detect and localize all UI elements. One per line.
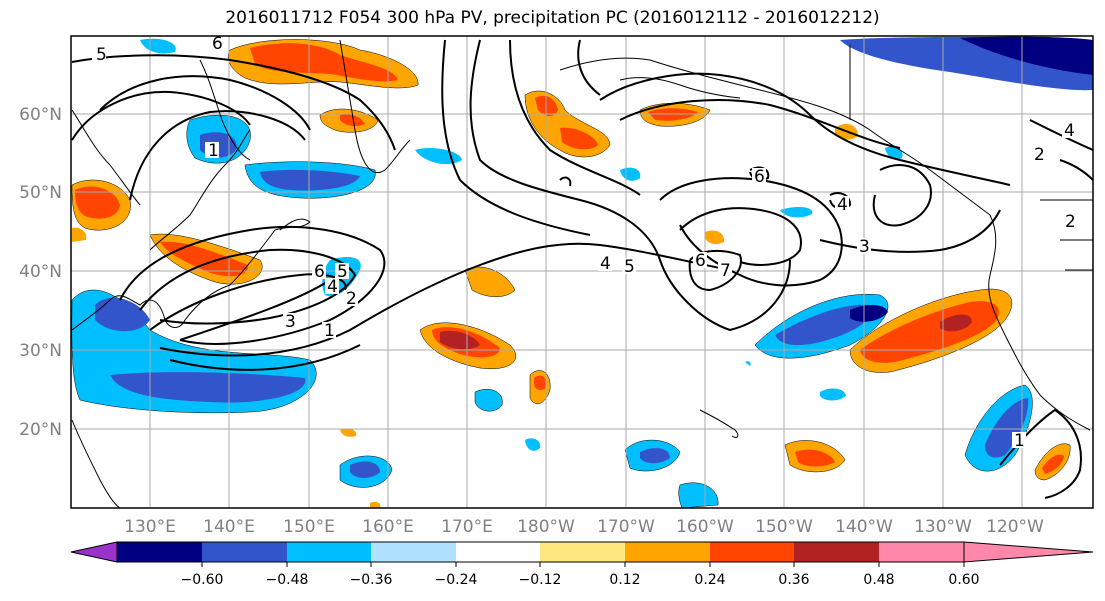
lat-label: 40°N xyxy=(19,262,62,282)
longitude-labels: 130°E 140°E 150°E 160°E 170°E 180°W 170°… xyxy=(124,517,1044,537)
contour-label: 6 xyxy=(314,262,325,282)
lon-label: 140°E xyxy=(203,517,255,537)
graticule xyxy=(71,36,1093,508)
colorbar-label: −0.36 xyxy=(350,572,393,588)
colorbar-bin xyxy=(456,542,540,562)
colorbar-bin xyxy=(540,542,625,562)
colorbar-label: −0.60 xyxy=(181,572,224,588)
contour-label: 2 xyxy=(1034,145,1045,165)
colorbar-bin xyxy=(287,542,371,562)
contour-label: 6 xyxy=(212,34,223,54)
latitude-labels: 60°N 50°N 40°N 30°N 20°N xyxy=(19,105,62,440)
contour-label: 6 xyxy=(754,167,765,187)
lon-label: 160°E xyxy=(362,517,414,537)
pv-contours xyxy=(71,39,1093,499)
lon-label: 130°E xyxy=(124,517,176,537)
coastlines xyxy=(71,39,1093,508)
contour-label: 3 xyxy=(285,312,296,332)
contour-label: 1 xyxy=(1014,431,1025,451)
contour-label: 1 xyxy=(208,141,219,161)
colorbar: −0.60 −0.48 −0.36 −0.24 −0.12 0.12 0.24 … xyxy=(70,541,1094,588)
lon-label: 170°E xyxy=(441,517,493,537)
lat-label: 60°N xyxy=(19,105,62,125)
colorbar-label: 0.60 xyxy=(948,572,979,588)
lat-label: 30°N xyxy=(19,341,62,361)
map-frame xyxy=(70,35,1094,509)
contour-label: 3 xyxy=(859,237,870,257)
lon-label: 180°W xyxy=(517,517,575,537)
contour-label: 2 xyxy=(346,289,357,309)
contour-label: 4 xyxy=(327,277,338,297)
lon-label: 120°W xyxy=(986,517,1044,537)
contour-label: 5 xyxy=(337,262,348,282)
colorbar-label: 0.12 xyxy=(609,572,640,588)
lon-label: 160°W xyxy=(676,517,734,537)
lon-label: 140°W xyxy=(835,517,893,537)
lon-label: 150°E xyxy=(283,517,335,537)
colorbar-extend-right xyxy=(963,541,1094,563)
colorbar-label: −0.24 xyxy=(435,572,478,588)
lat-label: 50°N xyxy=(19,183,62,203)
colorbar-bin xyxy=(117,542,202,562)
lon-label: 170°W xyxy=(597,517,655,537)
colorbar-bin xyxy=(710,542,794,562)
contour-label: 6 xyxy=(695,251,706,271)
colorbar-label: 0.36 xyxy=(778,572,809,588)
contour-label: 5 xyxy=(96,45,107,65)
contour-label: 5 xyxy=(624,257,635,277)
colorbar-label: 0.24 xyxy=(694,572,725,588)
colorbar-bin xyxy=(371,542,456,562)
colorbar-bin xyxy=(202,542,287,562)
lat-label: 20°N xyxy=(19,420,62,440)
contour-label: 1 xyxy=(324,321,335,341)
colorbar-bin xyxy=(879,542,964,562)
contour-label: 4 xyxy=(1064,121,1075,141)
colorbar-label: 0.48 xyxy=(863,572,894,588)
lon-label: 150°W xyxy=(755,517,813,537)
contour-label: 7 xyxy=(720,261,731,281)
contour-label: 4 xyxy=(837,195,848,215)
colorbar-extend-left xyxy=(70,541,118,563)
colorbar-label: −0.12 xyxy=(519,572,562,588)
colorbar-label: −0.48 xyxy=(266,572,309,588)
contour-label: 4 xyxy=(600,254,611,274)
lon-label: 130°W xyxy=(914,517,972,537)
contour-label: 2 xyxy=(1065,212,1076,232)
map-title: 2016011712 F054 300 hPa PV, precipitatio… xyxy=(225,8,880,28)
map-content: 5 6 1 6 5 4 2 3 1 4 5 6 7 6 4 3 2 4 2 1 xyxy=(71,34,1093,508)
contour-labels: 5 6 1 6 5 4 2 3 1 4 5 6 7 6 4 3 2 4 2 1 xyxy=(92,34,1077,451)
colorbar-bin xyxy=(625,542,710,562)
colorbar-bin xyxy=(794,542,879,562)
